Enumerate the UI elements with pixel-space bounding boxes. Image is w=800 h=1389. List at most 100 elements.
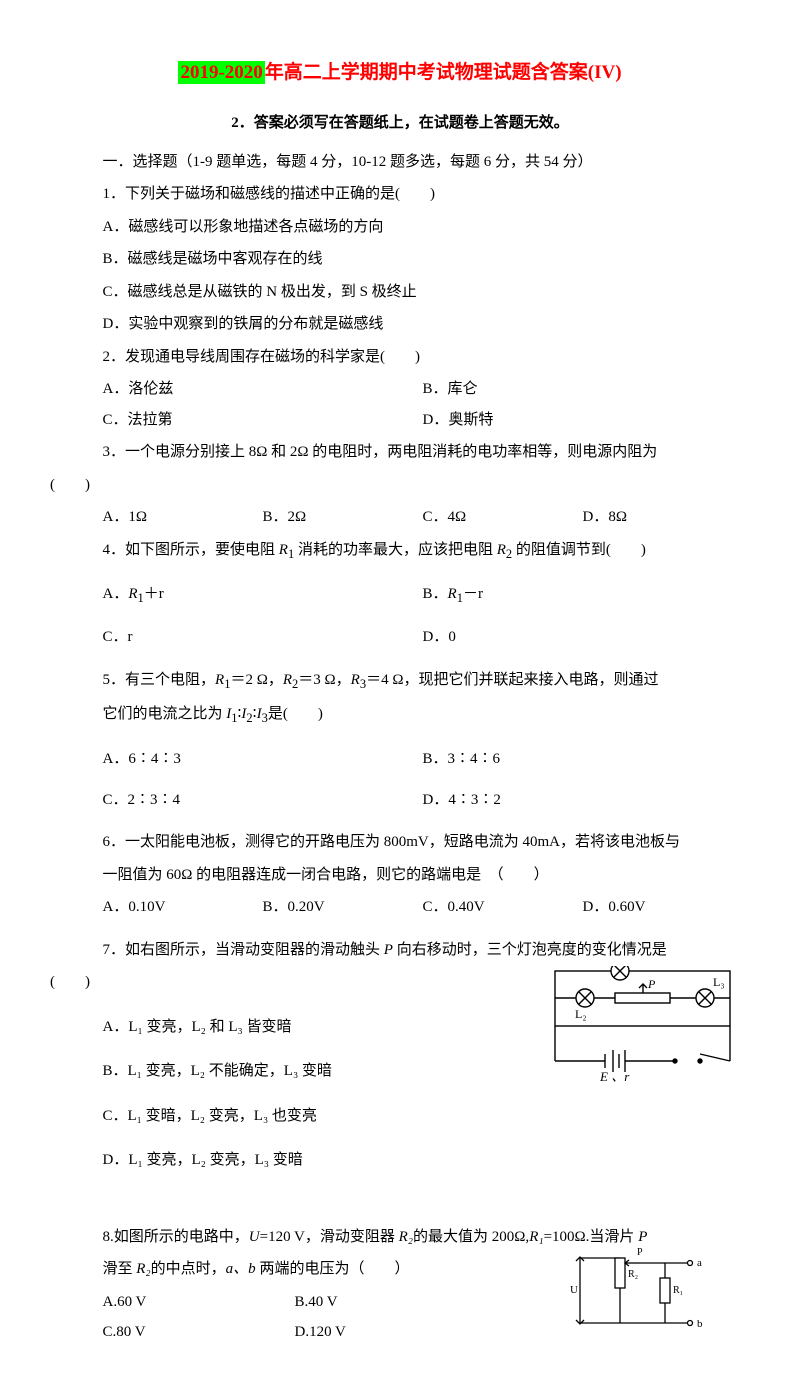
q8-l2-r2: R₂ — [136, 1261, 150, 1277]
q4-a-post: ＋r — [144, 586, 164, 602]
circuit-diagram-q7-icon: L₁ L₂ L₃ P E 、r — [545, 966, 740, 1091]
q1-opt-a: A．磁感线可以形象地描述各点磁场的方向 — [80, 213, 720, 242]
q6-opt-b: B．0.20V — [240, 893, 400, 922]
q8-r1-label: R₁ — [673, 1285, 683, 1296]
page-title: 2019-2020年高二上学期期中考试物理试题含答案(IV) — [80, 55, 720, 91]
q7-l3-label: L₃ — [713, 975, 725, 989]
q4-opt-a: A．R1＋r — [80, 580, 400, 611]
q2-opt-a: A．洛伦兹 — [80, 375, 400, 404]
q6-opt-c: C．0.40V — [400, 893, 560, 922]
q6-opts: A．0.10V B．0.20V C．0.40V D．0.60V — [80, 893, 720, 922]
q4-b-r: R — [448, 586, 457, 602]
q2-stem: 2．发现通电导线周围存在磁场的科学家是( ) — [80, 343, 720, 372]
q8-a-label: a — [697, 1257, 702, 1269]
q4-opts-row2: C．r D．0 — [80, 623, 720, 652]
q8-l2-post: 两端的电压为（ ） — [256, 1261, 410, 1277]
q4-opt-d: D．0 — [400, 623, 720, 652]
q8-opts-row1: A.60 V B.40 V — [80, 1288, 464, 1317]
q5-pre: 5．有三个电阻， — [103, 672, 216, 688]
q5-opt-d: D．4∶3∶2 — [400, 786, 720, 815]
q7-opt-c: C．L₁ 变暗，L₂ 变亮，L₃ 也变亮 — [80, 1102, 720, 1131]
q5-opts-row2: C．2∶3∶4 D．4∶3∶2 — [80, 786, 720, 815]
q4-a-pre: A． — [103, 586, 129, 602]
q4-b-post: －r — [463, 586, 483, 602]
q4-b-pre: B． — [423, 586, 448, 602]
q8-r1: R₁ — [529, 1229, 543, 1245]
exam-instruction: 2．答案必须写在答题纸上，在试题卷上答题无效。 — [80, 109, 720, 138]
q4-r1: R — [279, 542, 288, 558]
q5-opt-b: B．3∶4∶6 — [400, 745, 720, 774]
q8-opt-b: B.40 V — [272, 1288, 464, 1317]
q8-container: 8.如图所示的电路中，U=120 V，滑动变阻器 R₂的最大值为 200Ω,R₁… — [80, 1223, 720, 1347]
q8-l2-pre: 滑至 — [103, 1261, 137, 1277]
q5-l2-pre: 它们的电流之比为 — [103, 706, 227, 722]
q8-opt-c: C.80 V — [80, 1318, 272, 1347]
q7-stem: 7．如右图所示，当滑动变阻器的滑动触头 P 向右移动时，三个灯泡亮度的变化情况是 — [80, 936, 720, 965]
q5-stem: 5．有三个电阻，R1＝2 Ω，R2＝3 Ω，R3＝4 Ω，现把它们并联起来接入电… — [80, 666, 720, 697]
q3-paren: ( ) — [80, 471, 720, 500]
q5-opt-a: A．6∶4∶3 — [80, 745, 400, 774]
q1-opt-c: C．磁感线总是从磁铁的 N 极出发，到 S 极终止 — [80, 278, 720, 307]
q8-u: U — [249, 1229, 260, 1245]
q4-r2: R — [497, 542, 506, 558]
q8-l2-mid: 的中点时， — [151, 1261, 226, 1277]
q1-stem: 1．下列关于磁场和磁感线的描述中正确的是( ) — [80, 180, 720, 209]
q2-opts-row1: A．洛伦兹 B．库仑 — [80, 375, 720, 404]
q5-v1: ＝2 Ω， — [230, 672, 282, 688]
circuit-diagram-q8-icon: U R₂ P R₁ a b — [570, 1243, 710, 1338]
q7-pre: 7．如右图所示，当滑动变阻器的滑动触头 — [103, 942, 384, 958]
q8-u-label: U — [570, 1284, 578, 1296]
q1-opt-b: B．磁感线是磁场中客观存在的线 — [80, 245, 720, 274]
q5-line2: 它们的电流之比为 I1∶I2∶I3是( ) — [80, 700, 720, 731]
q6-stem: 6．一太阳能电池板，测得它的开路电压为 800mV，短路电流为 40mA，若将该… — [80, 828, 720, 857]
q4-opts-row1: A．R1＋r B．R1－r — [80, 580, 720, 611]
q2-opt-d: D．奥斯特 — [400, 406, 720, 435]
q7-p: P — [384, 942, 393, 958]
q4-stem: 4．如下图所示，要使电阻 R1 消耗的功率最大，应该把电阻 R2 的阻值调节到(… — [80, 536, 720, 567]
q3-opt-d: D．8Ω — [560, 503, 720, 532]
q7-opt-d: D．L₁ 变亮，L₂ 变亮，L₃ 变暗 — [80, 1146, 720, 1175]
q7-e-label: E 、r — [599, 1069, 630, 1084]
q6-opt-a: A．0.10V — [80, 893, 240, 922]
q4-pre: 4．如下图所示，要使电阻 — [103, 542, 279, 558]
q8-r2-label: R₂ — [628, 1269, 638, 1280]
q6-opt-d: D．0.60V — [560, 893, 720, 922]
q3-opts: A．1Ω B．2Ω C．4Ω D．8Ω — [80, 503, 720, 532]
q5-r1: R — [215, 672, 224, 688]
q5-opt-c: C．2∶3∶4 — [80, 786, 400, 815]
q8-b-label: b — [697, 1318, 703, 1330]
title-rest: 年高二上学期期中考试物理试题含答案(IV) — [265, 62, 622, 83]
q5-l2-post: 是( ) — [268, 706, 323, 722]
q3-opt-b: B．2Ω — [240, 503, 400, 532]
q4-opt-b: B．R1－r — [400, 580, 720, 611]
q8-opt-d: D.120 V — [272, 1318, 464, 1347]
q5-opts-row1: A．6∶4∶3 B．3∶4∶6 — [80, 745, 720, 774]
q8-l2-ab: a、b — [226, 1261, 256, 1277]
exam-page: 2019-2020年高二上学期期中考试物理试题含答案(IV) 2．答案必须写在答… — [0, 0, 800, 1389]
q4-opt-c: C．r — [80, 623, 400, 652]
q5-r3: R — [351, 672, 360, 688]
q7-container: 7．如右图所示，当滑动变阻器的滑动触头 P 向右移动时，三个灯泡亮度的变化情况是… — [80, 936, 720, 1175]
q5-r2: R — [283, 672, 292, 688]
q5-v2: ＝3 Ω， — [298, 672, 350, 688]
q8-opts-row2: C.80 V D.120 V — [80, 1318, 464, 1347]
q8-uval: =120 V，滑动变阻器 — [260, 1229, 399, 1245]
title-highlight: 2019-2020 — [178, 61, 264, 84]
q3-opt-a: A．1Ω — [80, 503, 240, 532]
q7-l2-label: L₂ — [575, 1007, 587, 1021]
q2-opts-row2: C．法拉第 D．奥斯特 — [80, 406, 720, 435]
q8-r2: R₂ — [399, 1229, 413, 1245]
q8-opt-a: A.60 V — [80, 1288, 272, 1317]
q5-v3: ＝4 Ω，现把它们并联起来接入电路，则通过 — [366, 672, 658, 688]
q2-opt-c: C．法拉第 — [80, 406, 400, 435]
q3-stem: 3．一个电源分别接上 8Ω 和 2Ω 的电阻时，两电阻消耗的电功率相等，则电源内… — [80, 438, 720, 467]
q8-r2val: 的最大值为 200Ω, — [413, 1229, 529, 1245]
q2-opt-b: B．库仑 — [400, 375, 720, 404]
q4-a-r: R — [128, 586, 137, 602]
q8-pre: 8.如图所示的电路中， — [103, 1229, 249, 1245]
q7-post: 向右移动时，三个灯泡亮度的变化情况是 — [393, 942, 667, 958]
q8-p-label: P — [637, 1247, 643, 1258]
q4-mid: 消耗的功率最大，应该把电阻 — [294, 542, 497, 558]
q3-opt-c: C．4Ω — [400, 503, 560, 532]
q1-opt-d: D．实验中观察到的铁屑的分布就是磁感线 — [80, 310, 720, 339]
